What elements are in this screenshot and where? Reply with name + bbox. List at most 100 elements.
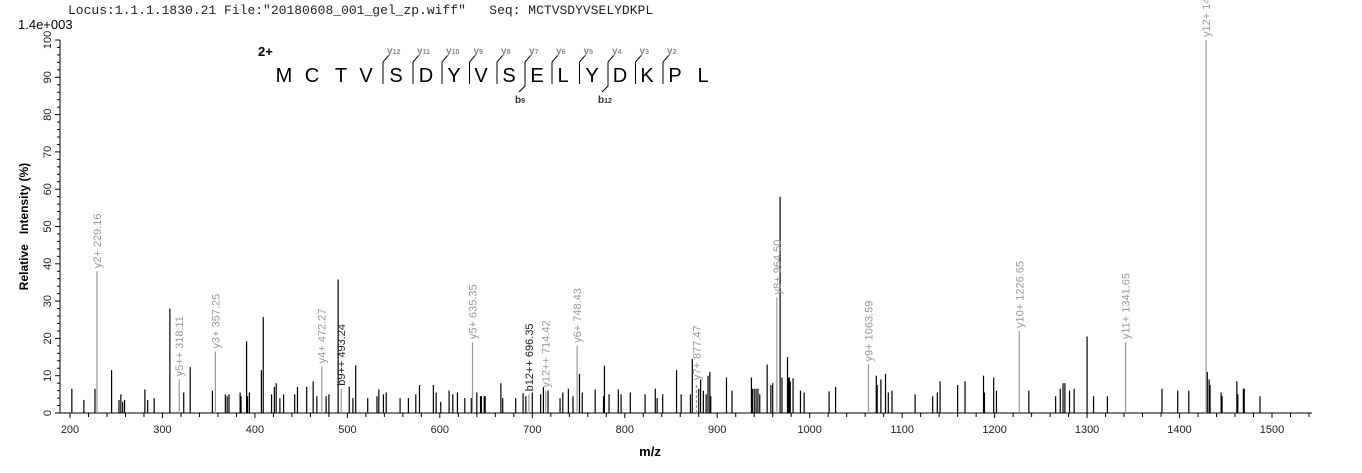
residue: S (389, 65, 402, 87)
y-ion-number: 3 (645, 49, 649, 56)
x-tick-label: 1000 (797, 424, 821, 436)
y-ion-number: 2 (673, 49, 677, 56)
y-ion-marker (579, 54, 586, 84)
x-tick-label: 200 (61, 424, 79, 436)
y-ion-label: y11 (417, 46, 430, 57)
residue: T (335, 65, 347, 87)
b-ion-label: b12 (598, 95, 612, 106)
y-ion-label: y4 (612, 46, 622, 57)
charge-label: 2+ (258, 44, 273, 59)
peak-label: b9++ 493.24 (336, 324, 348, 386)
y-ion-number: 9 (479, 49, 483, 56)
x-tick-label: 300 (153, 424, 171, 436)
x-tick-label: 500 (338, 424, 356, 436)
residue: V (359, 65, 373, 87)
y-ion-label: y10 (446, 46, 459, 57)
x-tick-label: 1100 (890, 424, 914, 436)
residue: V (474, 65, 488, 87)
y-ion-number: 7 (535, 49, 539, 56)
x-tick-label: 600 (431, 424, 449, 436)
residue: D (613, 65, 627, 87)
peak-label: y4+ 472.27 (317, 309, 329, 364)
y-ion-label: y5 (584, 46, 594, 57)
b-ion-marker (601, 64, 609, 93)
y-tick-label: 80 (42, 108, 54, 120)
y-tick-label: 60 (42, 183, 54, 195)
y-ion-number: 5 (589, 49, 593, 56)
x-tick-label: 1200 (982, 424, 1006, 436)
y-ion-label: y8 (501, 46, 511, 57)
residue: D (419, 65, 433, 87)
b-ion-label: b9 (515, 95, 525, 106)
y-ion-number: 12 (393, 49, 401, 56)
y-ion-label: y12 (387, 46, 400, 57)
y-ion-number: 4 (618, 49, 622, 56)
locus-text: Locus:1.1.1.1830.21 (68, 3, 217, 18)
y-ion-marker (469, 54, 476, 84)
y-ion-label: y2 (667, 46, 677, 57)
residue: K (640, 65, 654, 87)
x-tick-label: 1300 (1075, 424, 1099, 436)
y-ion-label: y7 (529, 46, 539, 57)
y-ion-number: 10 (452, 49, 460, 56)
b-ion-number: 9 (521, 98, 525, 105)
peak-label: y11+ 1341.65 (1121, 273, 1133, 339)
peak-label: y10+ 1226.65 (1014, 261, 1026, 328)
y-tick-label: 30 (42, 295, 54, 307)
peak-label: y8+ 964.50 (772, 240, 784, 295)
y-ion-marker (635, 54, 642, 84)
y-tick-label: 100 (42, 31, 54, 49)
y-tick-label: 40 (42, 258, 54, 270)
y-ion-number: 8 (507, 49, 511, 56)
x-axis-label: m/z (639, 444, 661, 459)
y-ion-marker (382, 54, 390, 84)
intensity-scale-label: 1.4e+003 (18, 17, 73, 32)
residue: C (305, 65, 319, 87)
x-tick-label: 1400 (1167, 424, 1191, 436)
y-ion-number: 6 (562, 49, 566, 56)
peak-label: y3+ 357.25 (210, 294, 222, 349)
residue: P (668, 65, 681, 87)
y-ion-marker (662, 54, 670, 84)
x-tick-label: 900 (708, 424, 726, 436)
residue: E (530, 65, 543, 87)
x-tick-label: 800 (616, 424, 634, 436)
y-tick-label: 0 (42, 410, 54, 416)
b-ion-number: 12 (604, 98, 612, 105)
b-ion-marker (518, 64, 526, 93)
peak-label: y2+ 229.16 (92, 214, 104, 269)
y-ion-number: 11 (423, 49, 431, 56)
peak-label: y9+ 1063.59 (863, 301, 875, 362)
y-ion-marker (551, 54, 559, 84)
y-ion-label: y3 (640, 46, 650, 57)
y-tick-label: 70 (42, 146, 54, 158)
spectrum-header: Locus:1.1.1.1830.21 File:"20180608_001_g… (68, 3, 653, 18)
residue: Y (447, 65, 460, 87)
residue: L (697, 65, 708, 87)
peak-label: b12++ 696.35 (524, 323, 536, 391)
residue: S (502, 65, 515, 87)
peak-label: y5+ 635.35 (468, 284, 480, 339)
y-ion-marker (412, 54, 420, 84)
residue: L (557, 65, 568, 87)
x-tick-label: 400 (246, 424, 264, 436)
peak-label: y7+ 877.47 (691, 325, 703, 380)
y-ion-label: y9 (474, 46, 484, 57)
y-ion-marker (441, 54, 449, 84)
residue: M (276, 65, 293, 87)
residue: Y (585, 65, 598, 87)
y-tick-label: 50 (42, 220, 54, 232)
y-ion-label: y6 (556, 46, 566, 57)
peak-label: y5++ 318.11 (174, 316, 186, 376)
file-text: File:"20180608_001_gel_zp.wiff" (224, 3, 466, 18)
peak-label: y6+ 748.43 (572, 288, 584, 343)
y-tick-label: 20 (42, 332, 54, 344)
peak-label: y12+ 1428.69 (1201, 0, 1213, 37)
x-tick-label: 700 (523, 424, 541, 436)
sequence-text: Seq: MCTVSDYVSELYDKPL (489, 3, 654, 18)
y-tick-label: 90 (42, 71, 54, 83)
y-ion-marker (496, 54, 504, 84)
y-tick-label: 10 (42, 370, 54, 382)
peak-label: y12++ 714.42 (541, 320, 553, 387)
